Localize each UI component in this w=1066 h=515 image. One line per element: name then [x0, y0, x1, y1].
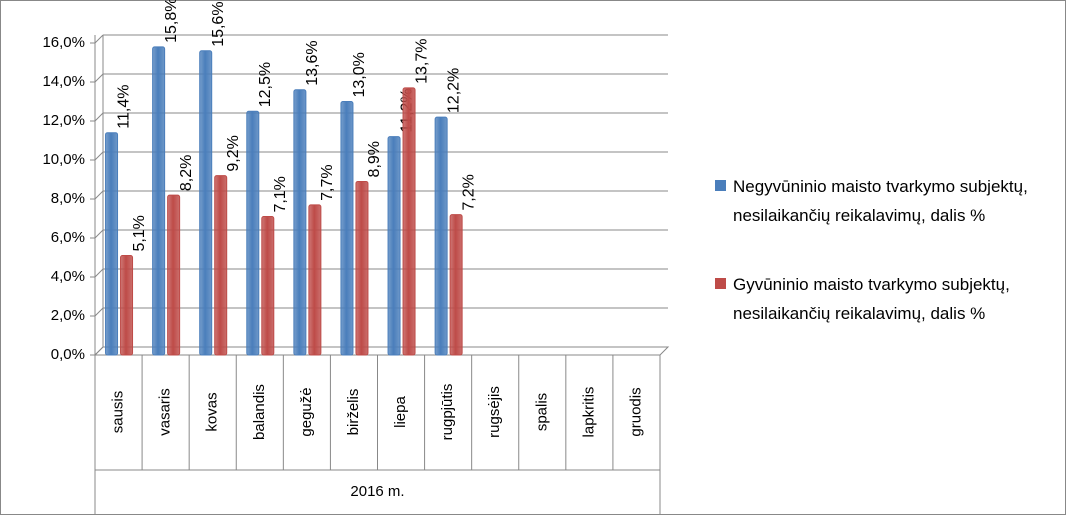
grid-depth	[94, 190, 104, 200]
value-label: 11,4%	[116, 85, 133, 129]
x-tick-label: spalis	[533, 393, 550, 431]
value-label: 15,8%	[163, 0, 180, 43]
value-label: 13,0%	[351, 52, 368, 97]
bar	[120, 255, 134, 356]
x-tick-label: rugpjūtis	[439, 384, 456, 441]
x-tick-label: vasaris	[157, 388, 174, 436]
x-tick-label: sausis	[110, 391, 127, 434]
bar	[449, 214, 463, 356]
grid-depth	[94, 151, 104, 161]
value-label: 13,7%	[413, 38, 430, 83]
bar	[387, 136, 401, 356]
x-tick-label: gegužė	[298, 387, 315, 436]
y-tick-label: 14,0%	[42, 73, 85, 90]
x-tick-label: liepa	[392, 396, 409, 428]
bar	[105, 132, 119, 356]
value-label: 12,5%	[257, 62, 274, 107]
bar	[199, 50, 213, 356]
x-tick-label: kovas	[204, 392, 221, 431]
group-label: 2016 m.	[350, 483, 404, 500]
bar	[214, 175, 228, 356]
bar	[340, 101, 354, 356]
bar	[355, 180, 369, 356]
y-tick-label: 6,0%	[51, 229, 85, 246]
value-label: 7,7%	[319, 164, 336, 200]
value-label: 8,2%	[178, 155, 195, 191]
legend-swatch	[715, 180, 726, 191]
y-tick-label: 4,0%	[51, 268, 85, 285]
x-tick-label: birželis	[345, 389, 362, 436]
value-label: 7,1%	[272, 176, 289, 212]
bar	[167, 194, 181, 356]
grid-depth	[94, 73, 104, 83]
bar	[152, 46, 166, 356]
bar	[402, 87, 416, 356]
value-label: 9,2%	[225, 135, 242, 171]
value-label: 13,6%	[304, 40, 321, 85]
y-tick-label: 0,0%	[51, 346, 85, 363]
grid-depth	[94, 307, 104, 317]
grid-depth	[94, 229, 104, 239]
value-label: 7,2%	[460, 174, 477, 210]
bar	[293, 89, 307, 356]
value-label: 5,1%	[131, 215, 148, 251]
x-tick-label: balandis	[251, 384, 268, 440]
value-label: 8,9%	[366, 141, 383, 177]
x-tick-label: rugsėjis	[486, 386, 503, 438]
legend-swatch	[715, 278, 726, 289]
y-tick-label: 2,0%	[51, 307, 85, 324]
x-tick-label: lapkritis	[580, 387, 597, 438]
y-tick-label: 12,0%	[42, 112, 85, 129]
x-tick-label: gruodis	[627, 387, 644, 436]
bar	[261, 216, 275, 356]
legend-label: Negyvūninio maisto tvarkymo subjektų, ne…	[733, 177, 1028, 225]
value-label: 12,2%	[445, 68, 462, 113]
bar	[434, 116, 448, 356]
grid-depth	[94, 268, 104, 278]
y-tick-label: 8,0%	[51, 190, 85, 207]
value-label: 15,6%	[210, 1, 227, 46]
grid-depth	[94, 34, 104, 44]
y-tick-label: 16,0%	[42, 34, 85, 51]
bar	[246, 110, 260, 356]
bar	[308, 204, 322, 356]
y-tick-label: 10,0%	[42, 151, 85, 168]
legend-label: Gyvūninio maisto tvarkymo subjektų, nesi…	[733, 275, 1010, 323]
grid-depth	[94, 112, 104, 122]
